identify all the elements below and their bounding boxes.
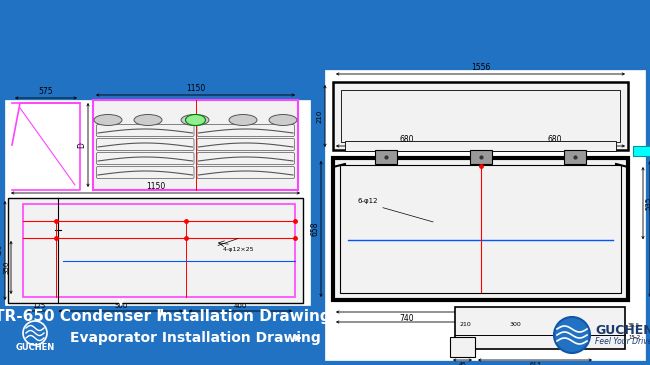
Text: 45: 45 [458,362,467,365]
Text: 38.5: 38.5 [628,323,640,328]
Text: 6-φ12: 6-φ12 [358,199,378,204]
Bar [340,165,621,293]
Bar [93,100,298,190]
Text: GUCHEN: GUCHEN [595,323,650,337]
Text: 210: 210 [317,109,323,123]
Bar [455,307,625,349]
Bar [333,82,628,150]
Text: 350: 350 [3,261,9,274]
Text: 15.2: 15.2 [628,335,640,340]
Text: 680: 680 [547,135,562,144]
Bar [564,150,586,164]
Bar [375,150,397,164]
Text: 1556: 1556 [471,63,490,72]
Ellipse shape [134,115,162,126]
Text: Feel Your Drive: Feel Your Drive [595,338,650,346]
Text: TR-650 Condenser Installation Drawing: TR-650 Condenser Installation Drawing [0,310,330,324]
Text: 680: 680 [400,135,414,144]
Ellipse shape [181,115,209,126]
Text: 420: 420 [0,244,3,257]
Text: 658: 658 [310,222,319,236]
Ellipse shape [229,115,257,126]
Text: 400: 400 [234,303,247,309]
Text: 500: 500 [114,303,127,309]
Text: GUCHEN: GUCHEN [16,342,55,351]
Text: 740: 740 [400,314,414,323]
Text: Evaporator Installation Drawing: Evaporator Installation Drawing [70,331,320,345]
Circle shape [554,317,590,353]
Text: 1150: 1150 [186,84,205,93]
Text: 4-φ12×25: 4-φ12×25 [223,246,255,251]
Text: 125: 125 [32,303,46,309]
Text: 1150: 1150 [146,182,165,191]
Text: 575: 575 [39,87,53,96]
Text: D: D [77,142,86,148]
Bar [469,150,491,164]
Ellipse shape [94,115,122,126]
Ellipse shape [185,115,205,126]
Bar [345,141,616,151]
Text: 740: 740 [547,314,562,323]
Text: 300: 300 [509,323,521,327]
Ellipse shape [269,115,297,126]
Text: 1334: 1334 [471,174,490,183]
Bar [450,337,475,357]
Text: 535: 535 [645,197,650,210]
Bar [633,146,650,156]
Text: 613: 613 [529,362,541,365]
Bar [333,158,628,300]
Bar [23,204,295,297]
Bar [5,100,310,305]
Bar [341,90,620,142]
Bar [8,198,303,303]
Bar [325,70,645,360]
Text: 210: 210 [459,323,471,327]
Text: 1556: 1556 [471,324,490,333]
